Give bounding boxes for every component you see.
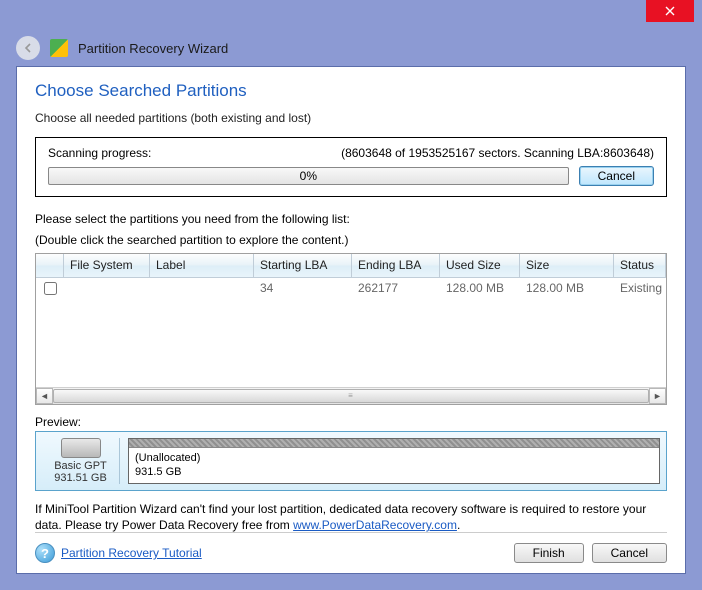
- scroll-thumb[interactable]: ≡: [53, 389, 649, 403]
- partition-name: (Unallocated): [135, 451, 653, 465]
- help-icon[interactable]: ?: [35, 543, 55, 563]
- row-checkbox[interactable]: [44, 282, 57, 295]
- progress-panel: Scanning progress: (8603648 of 195352516…: [35, 137, 667, 197]
- horizontal-scrollbar[interactable]: ◄ ≡ ►: [36, 387, 666, 404]
- close-button[interactable]: [646, 0, 694, 22]
- col-starting-lba[interactable]: Starting LBA: [254, 254, 352, 277]
- partition-bar: [129, 439, 659, 448]
- app-icon: [50, 39, 68, 57]
- back-button[interactable]: [16, 36, 40, 60]
- list-instruction-1: Please select the partitions you need fr…: [35, 211, 667, 228]
- scroll-right-icon[interactable]: ►: [649, 388, 666, 404]
- page-subtitle: Choose all needed partitions (both exist…: [35, 111, 667, 125]
- partition-table: File System Label Starting LBA Ending LB…: [35, 253, 667, 405]
- col-label[interactable]: Label: [150, 254, 254, 277]
- progress-label: Scanning progress:: [48, 146, 151, 160]
- col-status[interactable]: Status: [614, 254, 666, 277]
- col-used-size[interactable]: Used Size: [440, 254, 520, 277]
- table-row[interactable]: 34 262177 128.00 MB 128.00 MB Existing: [36, 278, 666, 299]
- page-heading: Choose Searched Partitions: [35, 81, 667, 101]
- progress-percent: 0%: [300, 169, 317, 183]
- list-instruction-2: (Double click the searched partition to …: [35, 232, 667, 249]
- progress-status: (8603648 of 1953525167 sectors. Scanning…: [341, 146, 654, 160]
- cell-start: 34: [254, 279, 352, 297]
- disk-icon: [61, 438, 101, 458]
- disk-type: Basic GPT: [54, 460, 107, 472]
- cancel-button[interactable]: Cancel: [592, 543, 667, 563]
- partition-size: 931.5 GB: [135, 465, 653, 479]
- progress-bar: 0%: [48, 167, 569, 185]
- progress-cancel-button[interactable]: Cancel: [579, 166, 654, 186]
- partition-block[interactable]: (Unallocated) 931.5 GB: [128, 438, 660, 484]
- cell-end: 262177: [352, 279, 440, 297]
- col-ending-lba[interactable]: Ending LBA: [352, 254, 440, 277]
- col-filesystem[interactable]: File System: [64, 254, 150, 277]
- cell-status: Existing: [614, 279, 666, 297]
- scroll-left-icon[interactable]: ◄: [36, 388, 53, 404]
- cell-used: 128.00 MB: [440, 279, 520, 297]
- recovery-note: If MiniTool Partition Wizard can't find …: [35, 501, 667, 535]
- col-checkbox[interactable]: [36, 254, 64, 277]
- cell-fs: [64, 286, 150, 290]
- disk-summary: Basic GPT 931.51 GB: [42, 438, 120, 484]
- tutorial-link[interactable]: Partition Recovery Tutorial: [61, 546, 202, 560]
- cell-size: 128.00 MB: [520, 279, 614, 297]
- note-text-2: .: [457, 518, 460, 532]
- finish-button[interactable]: Finish: [514, 543, 584, 563]
- col-size[interactable]: Size: [520, 254, 614, 277]
- cell-label: [150, 286, 254, 290]
- window-title: Partition Recovery Wizard: [78, 41, 228, 56]
- preview-label: Preview:: [35, 415, 667, 429]
- preview-panel: Basic GPT 931.51 GB (Unallocated) 931.5 …: [35, 431, 667, 491]
- disk-size: 931.51 GB: [54, 472, 107, 484]
- power-data-recovery-link[interactable]: www.PowerDataRecovery.com: [293, 518, 457, 532]
